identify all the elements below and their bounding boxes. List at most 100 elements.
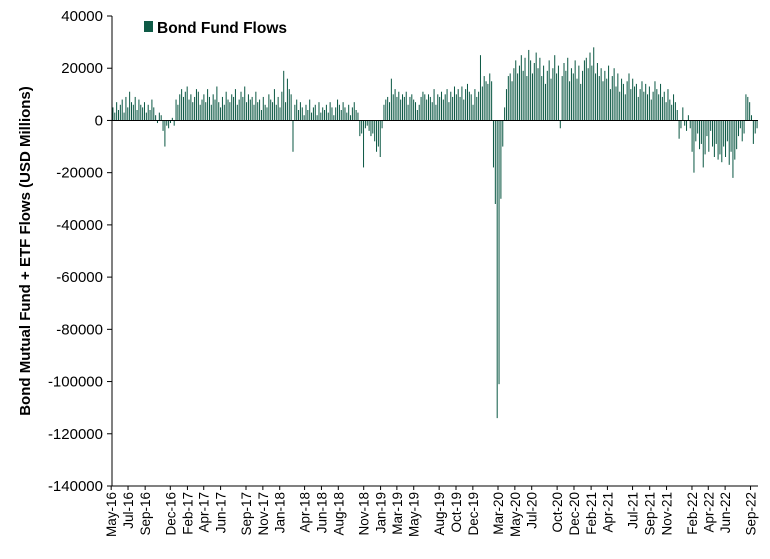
flow-bar bbox=[630, 89, 632, 121]
flow-bar bbox=[329, 102, 331, 121]
flow-bar bbox=[208, 96, 210, 121]
flow-bar bbox=[214, 99, 216, 121]
flow-bar bbox=[286, 78, 288, 121]
flow-bar bbox=[374, 120, 376, 142]
flow-bar bbox=[656, 89, 658, 121]
flow-bar bbox=[298, 110, 300, 121]
flow-bar bbox=[136, 110, 138, 121]
flow-bar bbox=[750, 115, 753, 121]
x-tick-label: Sep-16 bbox=[138, 492, 153, 536]
flow-bar bbox=[344, 107, 346, 121]
flow-bar bbox=[652, 91, 654, 121]
x-tick-label: Jun-18 bbox=[314, 492, 329, 533]
flow-bar bbox=[435, 104, 437, 121]
flow-bar bbox=[704, 120, 706, 155]
flow-bar bbox=[179, 94, 181, 121]
flow-bar bbox=[260, 110, 262, 121]
flow-bar bbox=[572, 73, 574, 121]
y-axis-title: Bond Mutual Fund + ETF Flows (USD Millio… bbox=[17, 86, 34, 416]
flow-bar bbox=[318, 102, 320, 121]
x-tick-label: Feb-17 bbox=[180, 492, 195, 535]
flow-bar bbox=[699, 120, 701, 150]
flow-bar bbox=[693, 120, 695, 173]
flow-bar bbox=[246, 102, 248, 121]
y-tick-label: -80000 bbox=[56, 321, 103, 338]
flow-bar bbox=[517, 73, 519, 121]
flow-bar bbox=[411, 94, 413, 121]
flow-bar bbox=[266, 107, 268, 121]
flow-bar bbox=[324, 110, 326, 121]
flow-bar bbox=[732, 120, 734, 178]
flow-bar bbox=[598, 76, 600, 121]
x-tick-label: Mar-20 bbox=[491, 492, 506, 535]
legend-swatch bbox=[144, 21, 153, 32]
flow-bar bbox=[155, 115, 157, 121]
flow-bar bbox=[413, 99, 415, 121]
flow-bar bbox=[539, 57, 541, 121]
flow-bar bbox=[635, 83, 637, 121]
flow-bar bbox=[149, 110, 151, 121]
x-tick-label: Jun-22 bbox=[718, 492, 733, 533]
flow-bar bbox=[160, 115, 162, 121]
x-tick-label: Oct-20 bbox=[550, 492, 565, 533]
flow-bar bbox=[337, 99, 339, 121]
x-tick-label: Nov-18 bbox=[357, 492, 372, 536]
x-tick-label: May-16 bbox=[104, 492, 119, 537]
flow-bar bbox=[442, 99, 444, 121]
flow-bar bbox=[431, 102, 433, 121]
flow-bar bbox=[628, 73, 630, 121]
flow-bar bbox=[203, 94, 205, 121]
flow-bar bbox=[424, 94, 426, 121]
flow-bar bbox=[546, 70, 548, 121]
y-tick-label: -60000 bbox=[56, 269, 103, 286]
flow-bar bbox=[171, 117, 173, 121]
flow-bar bbox=[634, 86, 636, 121]
flow-bar bbox=[429, 96, 431, 121]
x-tick-label: May-19 bbox=[407, 492, 422, 537]
flow-bar bbox=[637, 96, 639, 121]
flow-bar bbox=[277, 96, 279, 121]
flow-bar bbox=[715, 120, 717, 144]
flow-bar bbox=[609, 89, 611, 121]
flow-bar bbox=[368, 120, 370, 131]
flow-bar bbox=[556, 73, 558, 121]
flow-bar bbox=[307, 110, 309, 121]
flow-bar bbox=[190, 94, 192, 121]
flow-bar bbox=[463, 99, 465, 121]
flow-bar bbox=[229, 102, 231, 121]
flow-bar bbox=[743, 120, 745, 134]
flow-bar bbox=[112, 107, 114, 121]
flow-bar bbox=[238, 99, 240, 121]
x-axis-ticks: May-16 Jul-16 Sep-16 Dec-16 Feb-17 Apr-17 Jun-… bbox=[104, 486, 759, 537]
flow-bar bbox=[175, 99, 177, 121]
flow-bar bbox=[500, 120, 502, 199]
y-tick-label: -120000 bbox=[48, 426, 103, 443]
flow-bar bbox=[281, 91, 283, 121]
flow-bar bbox=[682, 107, 684, 121]
flow-bar bbox=[478, 91, 480, 121]
flow-bar bbox=[218, 102, 220, 121]
x-tick-label: Sep-21 bbox=[643, 492, 658, 536]
flow-bar bbox=[531, 73, 533, 121]
flow-bar bbox=[745, 94, 747, 121]
flow-bar bbox=[678, 120, 680, 139]
flow-bar bbox=[272, 102, 274, 121]
flow-bar bbox=[587, 68, 589, 121]
y-axis-ticks: 40000 20000 0 -20000 -40000 -60000 -80000 -1000… bbox=[48, 8, 112, 495]
flow-bar bbox=[554, 55, 556, 121]
flow-bar bbox=[210, 104, 212, 121]
flow-bar bbox=[611, 76, 613, 121]
flow-bar bbox=[262, 96, 264, 121]
flow-bar bbox=[747, 96, 749, 121]
flow-bar bbox=[145, 112, 147, 121]
x-tick-label: Nov-21 bbox=[660, 492, 675, 536]
flow-bar bbox=[706, 120, 708, 137]
flow-bar bbox=[457, 89, 459, 121]
flow-bar bbox=[585, 57, 587, 121]
flow-bar bbox=[437, 94, 439, 121]
flow-bar bbox=[708, 120, 710, 152]
flow-bar bbox=[207, 89, 209, 121]
flow-bar bbox=[726, 120, 728, 142]
legend-label: Bond Fund Flows bbox=[157, 20, 287, 37]
flow-bar bbox=[199, 104, 201, 121]
